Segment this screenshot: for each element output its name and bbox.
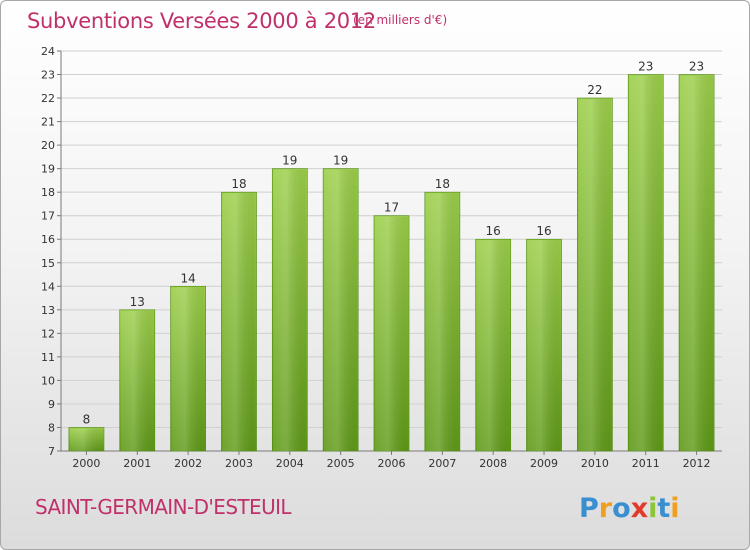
y-tick-label: 18 — [41, 186, 55, 199]
x-tick-label: 2001 — [123, 457, 151, 470]
y-tick-label: 12 — [41, 327, 55, 340]
bar-highlight — [374, 216, 409, 451]
value-label: 19 — [282, 154, 297, 168]
y-tick-label: 11 — [41, 351, 55, 364]
y-tick-label: 17 — [41, 210, 55, 223]
commune-name: SAINT-GERMAIN-D'ESTEUIL — [35, 495, 292, 519]
x-tick-label: 2000 — [72, 457, 100, 470]
x-tick-label: 2005 — [327, 457, 355, 470]
y-tick-label: 20 — [41, 139, 55, 152]
value-label: 18 — [231, 177, 246, 191]
value-label: 22 — [587, 83, 602, 97]
bar-highlight — [476, 240, 510, 451]
chart-unit: (en milliers d'€) — [353, 13, 448, 27]
y-tick-label: 23 — [41, 69, 55, 82]
bar-highlight — [324, 169, 358, 451]
x-tick-label: 2007 — [428, 457, 456, 470]
y-tick-label: 15 — [41, 257, 55, 270]
bar-highlight — [527, 240, 561, 451]
x-tick-label: 2004 — [276, 457, 304, 470]
x-tick-label: 2012 — [683, 457, 711, 470]
y-tick-label: 13 — [41, 304, 55, 317]
svg-text:Proxiti: Proxiti — [579, 493, 680, 524]
value-label: 18 — [435, 177, 450, 191]
y-tick-label: 9 — [48, 398, 55, 411]
y-tick-label: 16 — [41, 233, 55, 246]
x-tick-label: 2006 — [378, 457, 406, 470]
bar-highlight — [69, 428, 103, 451]
x-tick-label: 2003 — [225, 457, 253, 470]
y-tick-label: 19 — [41, 163, 55, 176]
value-label: 17 — [384, 201, 399, 215]
y-tick-label: 10 — [41, 374, 55, 387]
bars — [68, 74, 715, 452]
value-label: 23 — [638, 60, 653, 74]
bar-highlight — [120, 310, 154, 451]
y-tick-label: 22 — [41, 92, 55, 105]
value-label: 19 — [333, 154, 348, 168]
value-label: 16 — [486, 224, 501, 238]
data-labels: 8 13 14 18 19 19 17 18 16 16 22 23 23 — [83, 60, 705, 427]
x-tick-label: 2010 — [581, 457, 609, 470]
value-label: 13 — [130, 295, 145, 309]
bar-highlight — [578, 99, 612, 451]
y-tick-label: 24 — [41, 45, 55, 58]
bar-highlight — [425, 193, 459, 452]
y-tick-label: 21 — [41, 116, 55, 129]
x-tick-label: 2009 — [530, 457, 558, 470]
value-label: 8 — [83, 412, 91, 426]
y-tick-label: 8 — [48, 421, 55, 434]
bar-highlight — [171, 287, 205, 451]
y-tick-label: 7 — [48, 445, 55, 458]
proxiti-logo: Proxiti — [579, 493, 680, 524]
bar-highlight — [222, 193, 256, 452]
value-label: 14 — [180, 271, 195, 285]
y-tick-label: 14 — [41, 280, 55, 293]
chart-title: Subventions Versées 2000 à 2012 — [27, 9, 376, 33]
x-tick-label: 2011 — [632, 457, 660, 470]
bar-highlight — [680, 75, 714, 451]
x-tick-label: 2008 — [479, 457, 507, 470]
value-label: 16 — [536, 224, 551, 238]
bar-highlight — [273, 169, 307, 451]
bar-highlight — [629, 75, 663, 451]
x-tick-label: 2002 — [174, 457, 202, 470]
value-label: 23 — [689, 60, 704, 74]
